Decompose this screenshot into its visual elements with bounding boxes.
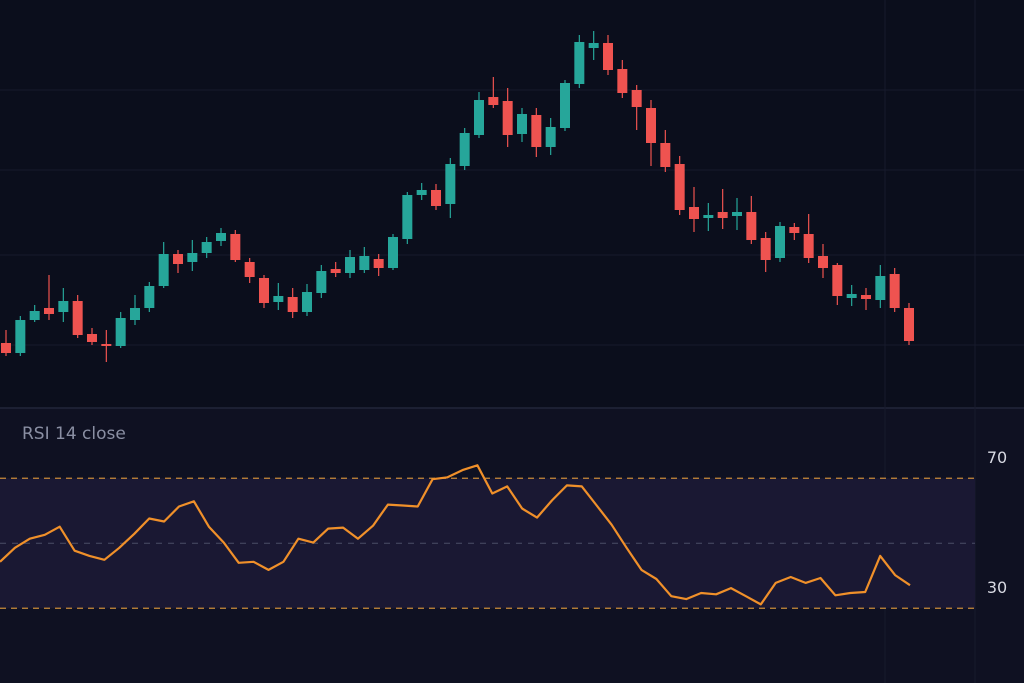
- candle-body: [875, 276, 886, 300]
- candle-body: [631, 90, 642, 107]
- candle-body: [560, 83, 570, 128]
- candle-body: [402, 195, 413, 239]
- candle-body: [101, 344, 112, 346]
- indicator-title: RSI 14 close: [22, 424, 126, 444]
- candle-body: [488, 97, 499, 105]
- candle-body: [818, 256, 828, 268]
- candle-body: [173, 254, 183, 264]
- candle-body: [574, 42, 585, 84]
- candle-body: [660, 143, 671, 167]
- candle-body: [502, 101, 513, 135]
- candle-body: [230, 234, 241, 260]
- candle-body: [416, 190, 427, 195]
- y-tick-label: 30: [987, 578, 1007, 597]
- candle-body: [545, 127, 556, 147]
- candle-body: [431, 190, 441, 206]
- candle-body: [445, 164, 456, 204]
- candle-body: [58, 301, 69, 312]
- candle-body: [746, 212, 757, 240]
- y-tick-label: 70: [987, 448, 1007, 467]
- candle-body: [459, 133, 470, 166]
- candle-body: [531, 115, 542, 147]
- candle-body: [273, 296, 284, 302]
- candle-body: [388, 237, 398, 268]
- candle-body: [861, 295, 871, 299]
- candle-body: [244, 262, 255, 277]
- candle-body: [330, 269, 341, 273]
- candle-body: [904, 308, 914, 341]
- candle-body: [72, 301, 83, 335]
- candle-body: [732, 212, 742, 216]
- candle-body: [889, 274, 900, 308]
- candle-body: [216, 233, 226, 241]
- candle-body: [87, 334, 97, 342]
- candle-body: [646, 108, 656, 143]
- candle-body: [144, 286, 155, 308]
- candle-body: [359, 256, 370, 270]
- rsi-line: [0, 464, 911, 606]
- candle-body: [345, 257, 355, 273]
- candle-body: [603, 43, 613, 70]
- candle-body: [115, 318, 126, 346]
- candle-body: [373, 259, 384, 268]
- candle-body: [287, 297, 298, 312]
- candle-body: [617, 69, 628, 93]
- candle-body: [689, 207, 699, 219]
- candle-body: [302, 292, 312, 312]
- candle-body: [29, 311, 40, 320]
- candle-body: [15, 320, 26, 353]
- candle-body: [259, 278, 269, 303]
- candle-body: [789, 227, 800, 233]
- rsi-band: [0, 478, 975, 609]
- candle-body: [703, 215, 714, 218]
- candle-body: [674, 164, 685, 210]
- candle-body: [803, 234, 814, 258]
- candle-body: [201, 242, 212, 253]
- candle-body: [760, 238, 771, 260]
- candle-body: [474, 100, 484, 135]
- price-pane: [0, 0, 1024, 408]
- candle-body: [775, 226, 785, 258]
- candle-body: [846, 294, 857, 298]
- candle-body: [832, 265, 843, 296]
- candle-body: [717, 212, 728, 218]
- candle-body: [588, 43, 599, 48]
- candle-body: [158, 254, 169, 286]
- candle-body: [187, 253, 198, 262]
- candle-body: [44, 308, 54, 314]
- candle-body: [130, 308, 140, 320]
- candle-body: [316, 271, 327, 293]
- candle-body: [517, 114, 527, 134]
- candle-body: [1, 343, 11, 353]
